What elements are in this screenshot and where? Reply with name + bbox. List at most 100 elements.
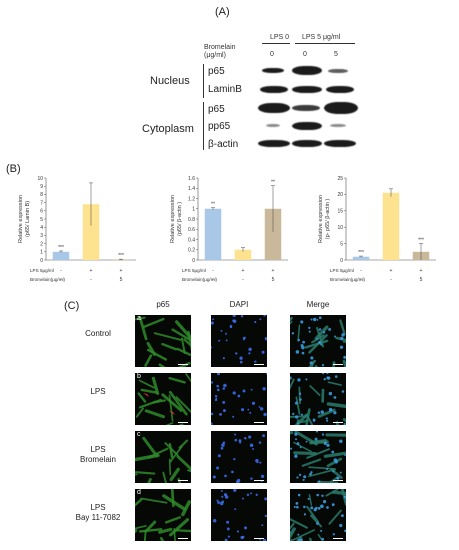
section-cytoplasm: Cytoplasm: [142, 123, 194, 135]
bromelain-value: -: [90, 277, 92, 283]
y-axis-label: (p65/ Lamin B): [25, 201, 31, 237]
condition-label: LPS: [90, 387, 106, 396]
significance-mark: **: [211, 202, 215, 208]
y-tick-label: 10: [337, 225, 343, 231]
dose-1: 0: [270, 51, 274, 58]
bromelain-value: -: [360, 277, 362, 283]
lps-sign: +: [242, 268, 245, 274]
scale-bar: [178, 480, 188, 481]
bar-chart-2: 0 0.2 0.4 0.6 0.8 1 1.2 1.4 1.6 Relative expressi…: [160, 172, 305, 305]
significance-mark: ***: [358, 250, 364, 256]
y-tick-label: 1: [40, 250, 43, 256]
bromelain-value: 5: [272, 277, 275, 283]
scale-bar: [254, 364, 264, 365]
y-axis-label: Relative expression: [318, 195, 324, 243]
scale-bar: [333, 538, 343, 539]
lps-sign: -: [360, 268, 362, 274]
y-tick-label: 3: [40, 233, 43, 239]
nucleus-bracket: [203, 64, 204, 98]
y-tick-label: 7: [40, 200, 43, 206]
row-label-p65-cyto: p65: [208, 104, 225, 115]
y-tick-label: 5: [40, 217, 43, 223]
bar: [52, 251, 70, 260]
lps-sign: +: [120, 268, 123, 274]
group-lps0-line: [262, 43, 290, 44]
bromelain-row-label: Bromelain(μg/ml): [30, 277, 66, 282]
bar: [264, 208, 282, 260]
bar: [234, 249, 252, 260]
micrograph-dapi: [211, 373, 267, 425]
panel-c-label: (C): [64, 300, 80, 312]
group-lps5-line: [295, 43, 355, 44]
y-axis-label: Relative expression: [18, 195, 24, 243]
y-tick-label: 25: [337, 176, 343, 182]
group-lps5: LPS 5 μg/ml: [302, 34, 341, 41]
row-label-laminb: LaminB: [208, 84, 242, 95]
bromelain-value: -: [390, 277, 392, 283]
bromelain-value: 5: [120, 277, 123, 283]
dose-3: 5: [334, 51, 338, 58]
scale-bar: [178, 422, 188, 423]
cytoplasm-bracket: [203, 102, 204, 150]
lps-sign: +: [272, 268, 275, 274]
significance-mark: ***: [118, 253, 124, 259]
bar: [352, 256, 370, 260]
y-tick-label: 1.2: [188, 196, 195, 202]
y-tick-label: 4: [40, 225, 43, 231]
micrograph-p65: b: [135, 373, 191, 425]
row-label-p65-nuc: p65: [208, 66, 225, 77]
y-tick-label: 15: [337, 209, 343, 215]
micrograph-dapi: [211, 315, 267, 367]
lps-sign: +: [390, 268, 393, 274]
scale-bar: [178, 364, 188, 365]
lps-sign: +: [90, 268, 93, 274]
row-label-beta-actin: β-actin: [208, 139, 239, 150]
y-tick-label: 0: [40, 258, 43, 264]
scale-bar: [333, 480, 343, 481]
micrograph-p65: c: [135, 431, 191, 483]
col-head-merge: Merge: [306, 300, 330, 309]
bar: [82, 204, 100, 260]
col-head-dapi: DAPI: [229, 300, 249, 309]
bar: [204, 208, 222, 260]
col-head-p65: p65: [156, 300, 170, 309]
micrograph-dapi: [211, 431, 267, 483]
y-axis-label: (p65/ β-actin ): [177, 202, 183, 236]
scale-bar: [254, 480, 264, 481]
lps-row-label: LPS 5μg/ml: [330, 268, 354, 273]
condition-letter: b: [137, 373, 141, 380]
significance-mark: ***: [58, 245, 64, 251]
significance-mark: ***: [418, 238, 424, 244]
significance-mark: **: [271, 180, 275, 186]
scale-bar: [333, 364, 343, 365]
lps-sign: -: [212, 268, 214, 274]
red-arrow: [169, 411, 175, 415]
condition-letter: d: [137, 489, 141, 496]
section-nucleus: Nucleus: [150, 75, 190, 87]
group-lps0: LPS 0: [270, 34, 290, 41]
condition-label: LPS Bay 11-7082: [75, 503, 121, 522]
y-tick-label: 6: [40, 209, 43, 215]
condition-letter: c: [137, 431, 141, 438]
panel-a-label: (A): [215, 6, 230, 18]
red-arrow: [143, 393, 149, 397]
condition-label: LPS Bromelain: [79, 445, 116, 464]
y-tick-label: 20: [337, 192, 343, 198]
y-axis-label: Relative expression: [170, 195, 176, 243]
bromelain-value: -: [242, 277, 244, 283]
lps-row-label: LPS 5μg/ml: [30, 268, 54, 273]
dose-2: 0: [303, 51, 307, 58]
bromelain-row-label: Bromelain(μg/ml): [330, 277, 366, 282]
lps-row-label: LPS 5μg/ml: [182, 268, 206, 273]
lps-sign: -: [60, 268, 62, 274]
y-tick-label: 1.4: [188, 186, 195, 192]
y-tick-label: 2: [40, 241, 43, 247]
y-tick-label: 1: [192, 207, 195, 213]
y-tick-label: 8: [40, 192, 43, 198]
scale-bar: [333, 422, 343, 423]
bromelain-value: -: [212, 277, 214, 283]
y-tick-label: 0.4: [188, 237, 195, 243]
y-tick-label: 0: [340, 258, 343, 264]
bar: [382, 192, 400, 260]
micrograph-merge: [290, 431, 346, 483]
